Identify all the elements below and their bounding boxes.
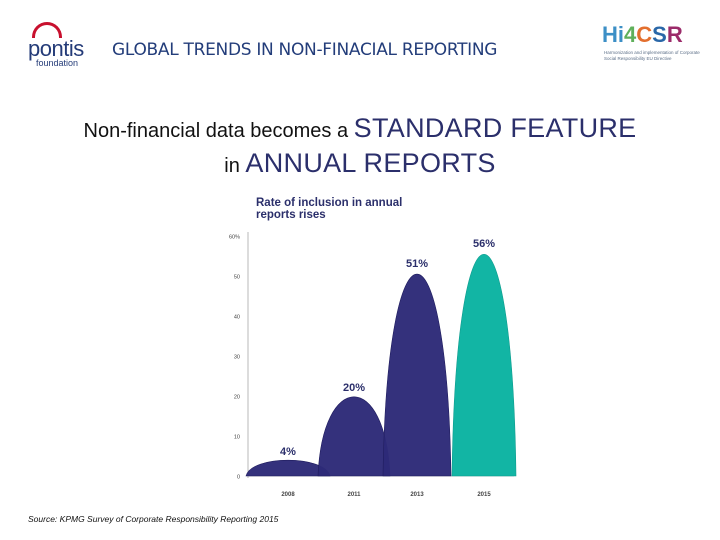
- x-tick-label: 2008: [281, 492, 295, 498]
- y-tick-label: 0: [237, 475, 240, 481]
- headline: Non-financial data becomes a STANDARD FE…: [0, 112, 720, 182]
- y-tick-label: 50: [234, 275, 240, 281]
- x-tick-label: 2013: [410, 492, 424, 498]
- pontis-arc-icon: [32, 22, 62, 38]
- data-label: 20%: [343, 382, 365, 394]
- headline-line-1-prefix: Non-financial data becomes a: [83, 120, 354, 142]
- hi4csr-part-r: R: [666, 22, 683, 47]
- data-label: 51%: [406, 258, 428, 270]
- y-tick-label: 30: [234, 355, 240, 361]
- source-note: Source: KPMG Survey of Corporate Respons…: [28, 514, 279, 524]
- hi4csr-logo-text: Hi4CSR: [602, 22, 683, 48]
- inclusion-rate-chart: 0 10 20 30 40 50 60% 4% 2008 20% 2011 51% 2013 56% 201…: [222, 190, 522, 500]
- area-peak-2011: [317, 396, 391, 477]
- data-label: 4%: [280, 446, 296, 458]
- area-peak-2013: [382, 274, 452, 477]
- hi4csr-part-4: 4: [624, 22, 637, 47]
- pontis-foundation-logo: pontis foundation: [26, 22, 86, 70]
- hi4csr-part-hi: Hi: [602, 22, 624, 47]
- hi4csr-tagline: Harmonization and implementation of Corp…: [604, 50, 700, 61]
- area-peak-2015: [451, 253, 517, 477]
- y-tick-label: 40: [234, 315, 240, 321]
- x-tick-label: 2011: [347, 492, 361, 498]
- y-tick-label: 10: [234, 435, 240, 441]
- data-label: 56%: [473, 238, 495, 250]
- y-tick-label: 60%: [229, 235, 240, 241]
- slide-header: pontis foundation GLOBAL TRENDS IN NON-F…: [0, 0, 720, 90]
- chart-canvas: 0 10 20 30 40 50 60% 4% 2008 20% 2011 51% 2013 56% 201…: [229, 232, 517, 498]
- headline-line-1: Non-financial data becomes a STANDARD FE…: [0, 112, 720, 147]
- hi4csr-logo: Hi4CSR Harmonization and implementation …: [602, 22, 702, 68]
- headline-line-2-emphasis: ANNUAL REPORTS: [245, 148, 496, 178]
- y-tick-label: 20: [234, 395, 240, 401]
- x-tick-label: 2015: [477, 492, 491, 498]
- hi4csr-part-s: S: [652, 22, 667, 47]
- headline-line-2: in ANNUAL REPORTS: [0, 147, 720, 182]
- chart-title: Rate of inclusion in annual reports rise…: [256, 197, 403, 221]
- pontis-logo-subtitle: foundation: [36, 58, 79, 68]
- pontis-logo-text: pontis: [28, 36, 84, 61]
- headline-line-2-prefix: in: [224, 155, 246, 177]
- hi4csr-part-c: C: [636, 22, 653, 47]
- headline-line-1-emphasis: STANDARD FEATURE: [353, 113, 637, 143]
- area-peak-2008: [245, 459, 331, 477]
- slide-title: GLOBAL TRENDS IN NON-FINACIAL REPORTING: [112, 40, 498, 60]
